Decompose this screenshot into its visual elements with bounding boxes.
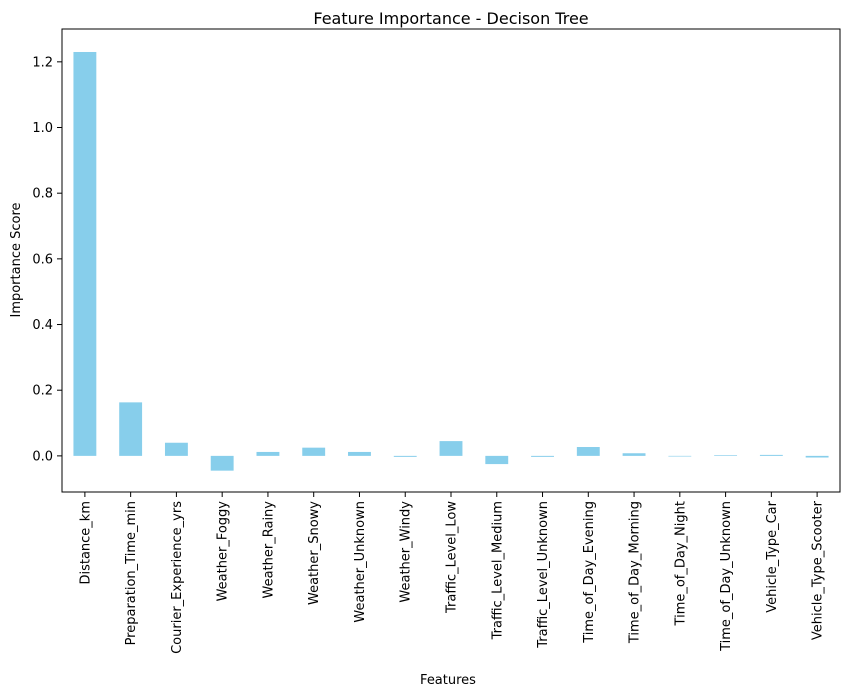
bar-vehicle-type-scooter [805,455,829,458]
x-tick-label: Weather_Rainy [261,501,276,599]
bar-traffic-level-medium [485,455,509,465]
x-tick-label: Traffic_Level_Low [445,501,460,614]
x-tick-label: Preparation_Time_min [124,501,139,645]
bar-traffic-level-unknown [531,455,554,457]
bar-courier-experience-yrs [164,442,188,456]
chart-title: Feature Importance - Decison Tree [313,9,588,28]
x-tick-label: Weather_Snowy [307,501,322,605]
x-tick-label: Courier_Experience_yrs [170,501,185,654]
x-axis-ticks: Distance_km Preparation_Time_min Courier_E… [78,492,826,654]
x-tick-label: Weather_Unknown [353,501,368,623]
y-tick-label: 0.4 [32,318,53,333]
x-tick-label: Time_of_Day_Unknown [719,501,734,652]
bar-weather-windy [393,455,417,457]
x-tick-label: Vehicle_Type_Car [765,500,780,612]
y-tick-label: 0.2 [32,384,53,399]
bar-time-of-day-morning [622,453,646,456]
y-tick-label: 1.2 [32,55,53,70]
x-tick-label: Traffic_Level_Medium [490,501,505,640]
y-tick-label: 0.8 [32,187,53,202]
x-tick-label: Time_of_Day_Evening [582,501,597,644]
bar-traffic-level-low [439,441,463,456]
y-tick-label: 1.0 [32,121,53,136]
x-tick-label: Time_of_Day_Morning [628,501,643,644]
bar-weather-unknown [348,451,371,456]
plot-frame [61,28,841,493]
y-axis-ticks: 0.0 0.2 0.4 0.6 0.8 1.0 1.2 [32,55,62,464]
x-tick-label: Distance_km [78,501,93,585]
x-tick-label: Time_of_Day_Night [673,501,688,626]
y-tick-label: 0.0 [32,449,53,464]
bar-weather-snowy [302,447,326,456]
x-tick-label: Weather_Windy [399,501,414,603]
x-tick-label: Traffic_Level_Unknown [536,501,551,649]
y-tick-label: 0.6 [32,252,53,267]
bar-time-of-day-unknown [714,455,738,456]
bar-time-of-day-night [668,455,692,457]
bar-time-of-day-evening [576,447,600,456]
bars-layer [73,51,829,471]
bar-distance-km [73,51,97,456]
x-tick-label: Weather_Foggy [216,501,231,602]
bar-weather-rainy [256,451,280,456]
bar-vehicle-type-car [759,454,783,456]
x-tick-label: Vehicle_Type_Scooter [811,500,826,640]
bar-weather-foggy [210,455,234,471]
bar-preparation-time-min [119,402,143,456]
x-axis-label: Features [420,673,476,688]
y-axis-label: Importance Score [9,202,24,317]
